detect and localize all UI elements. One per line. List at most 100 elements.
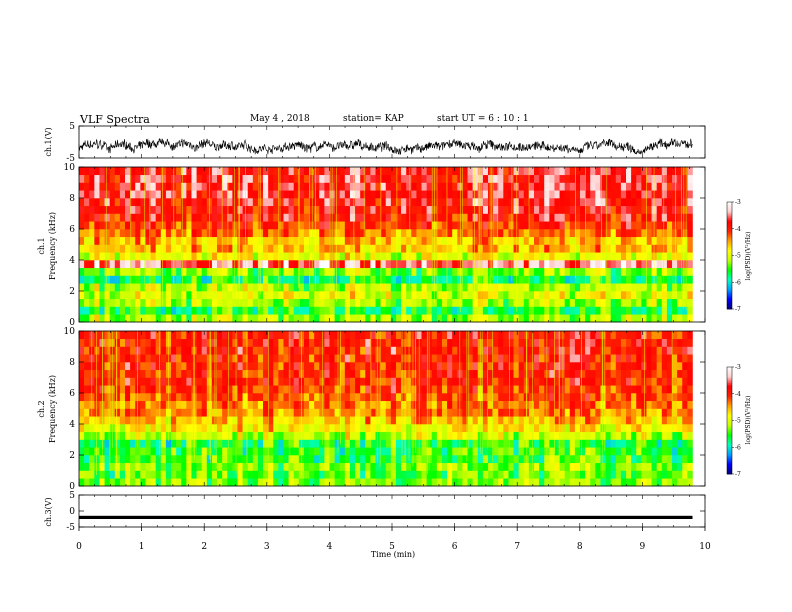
ch2-spectrogram-cell: [150, 346, 156, 355]
ch1-spectrogram-cell: [181, 174, 187, 183]
ch1-spectrogram-cell: [554, 314, 560, 323]
ch1-spectrogram-cell: [416, 291, 422, 300]
ch2-spectrogram-cell: [569, 462, 576, 471]
ch1-spectrogram-cell: [365, 275, 371, 284]
ch1-spectrogram-cell: [247, 260, 254, 269]
ch1-spectrogram-cell: [273, 291, 279, 300]
ch1-spectrogram-cell: [140, 275, 146, 284]
ch1-spectrogram-cell: [84, 213, 90, 222]
ch1-spectrogram-cell: [503, 306, 509, 315]
ch2-spectrogram-cell: [247, 400, 254, 409]
ch2-spectrogram-cell: [528, 447, 535, 456]
ch2-spectrogram-cell: [656, 447, 663, 456]
ch1-spectrogram-cell: [390, 213, 397, 222]
ch2-spectrogram-cell: [513, 393, 519, 402]
ch1-spectrogram-cell: [656, 306, 663, 315]
ch2-spectrogram-cell: [421, 385, 427, 394]
ch2-spectrogram-cell: [462, 400, 468, 409]
ch2-spectrogram-cell: [600, 400, 606, 409]
ch1-spectrogram-cell: [447, 198, 453, 207]
ch2-spectrogram-cell: [119, 447, 126, 456]
ch1-spectrogram-cell: [278, 291, 284, 300]
ch2-spectrogram-cell: [631, 385, 637, 394]
ch2-spectrogram-cell: [314, 338, 320, 347]
ch1-spectrogram-cell: [196, 190, 202, 199]
ch2-spectrogram-cell: [222, 447, 228, 456]
ch2-spectrogram-cell: [564, 362, 571, 371]
ch2-spectrogram-cell: [539, 424, 545, 433]
ch2-spectrogram-cell: [656, 470, 663, 479]
ch1-spectrogram-cell: [385, 291, 392, 300]
ch2-spectrogram-cell: [303, 362, 310, 371]
ch1-spectrogram-cell: [646, 221, 652, 230]
ch2-spectrogram-cell: [370, 470, 376, 479]
ch1-spectrogram-cell: [191, 291, 197, 300]
ch2-spectrogram-cell: [344, 393, 351, 402]
ch1-spectrogram-cell: [99, 229, 105, 238]
ch1-spectrogram-cell: [309, 267, 315, 276]
ch1-spectrogram-cell: [661, 306, 668, 315]
ch1-spectrogram-cell: [119, 167, 126, 176]
ch2-spectrogram-cell: [155, 346, 162, 355]
ch2-spectrogram-cell: [370, 424, 376, 433]
ch2-spectrogram-cell: [600, 385, 606, 394]
ch2-spectrogram-cell: [375, 377, 381, 386]
ch1-spectrogram-cell: [631, 260, 637, 269]
ch2-spectrogram-cell: [508, 447, 514, 456]
ch2-spectrogram-cell: [319, 439, 325, 448]
ch1-spectrogram-cell: [186, 298, 192, 307]
ch1-spectrogram-cell: [365, 182, 371, 191]
ch2-spectrogram-cell: [104, 400, 110, 409]
ch2-spectrogram-cell: [620, 447, 627, 456]
ch1-spectrogram-cell: [222, 298, 228, 307]
ch1-spectrogram-cell: [324, 283, 330, 292]
ch2-spectrogram-cell: [600, 431, 606, 440]
ch2-spectrogram-cell: [595, 408, 601, 417]
ch2-spectrogram-cell: [365, 455, 371, 464]
ch1-spectrogram-cell: [564, 260, 571, 269]
ch2-spectrogram-cell: [247, 346, 254, 355]
ch2-spectrogram-cell: [375, 354, 381, 363]
ch1-spectrogram-cell: [360, 275, 366, 284]
ch2-spectrogram-cell: [600, 462, 606, 471]
ch2-spectrogram-cell: [329, 362, 335, 371]
ch1-spectrogram-cell: [104, 298, 110, 307]
ch1-spectrogram-cell: [528, 174, 535, 183]
ch2-spectrogram-cell: [452, 455, 458, 464]
ch2-spectrogram-cell: [564, 416, 571, 425]
ch2-spectrogram-cell: [503, 408, 509, 417]
ch1-spectrogram-cell: [447, 167, 453, 176]
ch1-spectrogram-cell: [482, 182, 489, 191]
ch2-spectrogram-cell: [114, 408, 121, 417]
ch2-spectrogram-cell: [303, 385, 310, 394]
ch2-spectrogram-cell: [79, 478, 85, 487]
ch2-spectrogram-cell: [227, 362, 233, 371]
ch1-spectrogram-cell: [135, 174, 141, 183]
ch1-spectrogram-cell: [339, 174, 346, 183]
ch2-spectrogram-cell: [380, 354, 387, 363]
ch2-spectrogram-cell: [401, 408, 407, 417]
ch2-spectrogram-cell: [344, 362, 351, 371]
ch2-spectrogram-cell: [360, 338, 366, 347]
ch2-spectrogram-cell: [339, 385, 346, 394]
ch1-spectrogram-cell: [636, 229, 642, 238]
ch2-spectrogram-cell: [252, 470, 259, 479]
ch2-spectrogram-cell: [309, 447, 315, 456]
ch1-spectrogram-cell: [160, 213, 167, 222]
ch1-spectrogram-cell: [99, 182, 105, 191]
ch1-spectrogram-cell: [401, 283, 407, 292]
ch1-spectrogram-cell: [375, 205, 381, 214]
ch2-spectrogram-cell: [641, 369, 647, 378]
ch1-spectrogram-cell: [114, 205, 121, 214]
ch2-spectrogram-cell: [585, 447, 591, 456]
ch1-spectrogram-cell: [585, 244, 591, 253]
ch2-spectrogram-cell: [539, 447, 545, 456]
ch1-spectrogram-cell: [462, 298, 468, 307]
ch2-spectrogram-cell: [600, 455, 606, 464]
ch2-spectrogram-cell: [385, 385, 392, 394]
ch1-spectrogram-cell: [682, 306, 688, 315]
ch1-spectrogram-cell: [523, 260, 530, 269]
ch2-spectrogram-cell: [636, 478, 642, 487]
ch1-spectrogram-cell: [426, 283, 433, 292]
